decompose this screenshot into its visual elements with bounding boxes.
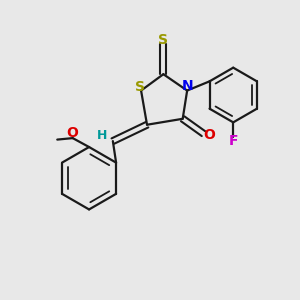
Text: F: F (229, 134, 239, 148)
Text: O: O (66, 126, 78, 140)
Text: N: N (182, 79, 194, 93)
Text: O: O (203, 128, 215, 142)
Text: S: S (158, 33, 168, 47)
Text: S: S (135, 80, 145, 94)
Text: H: H (97, 129, 108, 142)
